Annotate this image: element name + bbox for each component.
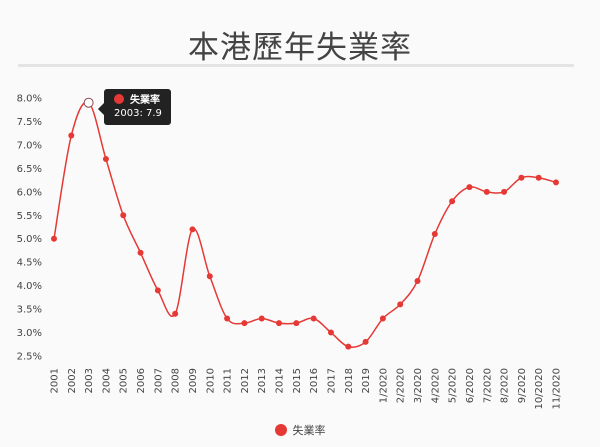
x-tick-label: 10/2020 (534, 368, 545, 410)
data-point (120, 212, 127, 219)
x-tick-label: 2014 (275, 368, 286, 393)
data-point (379, 315, 386, 322)
title-divider (18, 64, 574, 67)
x-tick-label: 2002 (67, 368, 78, 393)
y-tick-label: 2.5% (17, 352, 42, 363)
y-tick-label: 7.0% (17, 140, 42, 151)
data-point (414, 277, 421, 284)
y-tick-label: 6.5% (17, 164, 42, 175)
tooltip-series-dot (114, 94, 124, 104)
y-tick-label: 5.5% (17, 211, 42, 222)
x-tick-label: 2007 (153, 368, 164, 393)
x-tick-label: 2011 (223, 368, 234, 393)
x-tick-label: 2008 (171, 368, 182, 393)
data-point (68, 132, 75, 139)
data-point (483, 188, 490, 195)
x-tick-label: 2018 (344, 368, 355, 393)
data-point (137, 249, 144, 256)
y-tick-label: 4.0% (17, 281, 42, 292)
series-line (53, 101, 557, 348)
data-point (431, 231, 438, 238)
x-tick-label: 2009 (188, 368, 199, 393)
x-tick-label: 1/2020 (378, 368, 389, 403)
data-point (293, 320, 300, 327)
data-point (449, 198, 456, 205)
y-tick-label: 4.5% (17, 258, 42, 269)
data-point (535, 174, 542, 181)
data-point (345, 343, 352, 350)
tooltip: 失業率 2003: 7.9 (98, 89, 171, 125)
x-tick-label: 2013 (257, 368, 268, 393)
data-point (553, 179, 559, 186)
data-point (276, 320, 283, 327)
chart-title: 本港歷年失業率 (188, 30, 412, 66)
x-tick-label: 2017 (326, 368, 337, 393)
y-tick-label: 3.5% (17, 305, 42, 316)
data-point (397, 301, 404, 308)
tooltip-series: 失業率 (130, 95, 160, 106)
data-point (206, 273, 213, 280)
y-tick-label: 8.0% (17, 94, 42, 105)
data-point (154, 287, 161, 294)
y-tick-label: 6.0% (17, 187, 42, 198)
data-point (258, 315, 265, 322)
legend-label: 失業率 (292, 424, 326, 437)
x-tick-label: 2016 (309, 368, 320, 393)
data-point (501, 188, 508, 195)
x-tick-label: 2004 (101, 368, 112, 393)
x-tick-label: 2010 (205, 368, 216, 393)
data-point (172, 310, 179, 317)
x-tick-label: 2/2020 (396, 368, 407, 403)
data-point (51, 235, 57, 242)
x-tick-label: 2006 (136, 368, 147, 393)
x-tick-label: 2003 (84, 368, 95, 393)
data-point (102, 155, 109, 162)
x-tick-label: 4/2020 (430, 368, 441, 403)
data-point (362, 338, 369, 345)
data-point (310, 315, 317, 322)
y-tick-label: 7.5% (17, 117, 42, 128)
y-tick-label: 3.0% (17, 328, 42, 339)
data-point (83, 97, 94, 108)
tooltip-value: 2003: 7.9 (114, 108, 162, 119)
x-tick-label: 11/2020 (552, 368, 563, 410)
x-tick-label: 9/2020 (517, 368, 528, 403)
data-point (466, 184, 473, 191)
data-point (241, 320, 248, 327)
x-tick-label: 3/2020 (413, 368, 424, 403)
data-point (327, 329, 334, 336)
legend[interactable]: 失業率 (0, 422, 600, 438)
x-tick-label: 2015 (292, 368, 303, 393)
x-tick-label: 8/2020 (500, 368, 511, 403)
legend-dot (274, 424, 287, 436)
data-point (224, 315, 231, 322)
y-tick-label: 5.0% (17, 234, 42, 245)
x-tick-label: 2012 (240, 368, 251, 393)
x-tick-label: 2019 (361, 368, 372, 393)
x-tick-label: 2001 (50, 368, 61, 393)
x-tick-label: 7/2020 (482, 368, 493, 403)
x-tick-label: 5/2020 (448, 368, 459, 403)
data-point (189, 226, 196, 233)
x-tick-label: 6/2020 (465, 368, 476, 403)
data-point (518, 174, 525, 181)
x-tick-label: 2005 (119, 368, 130, 393)
